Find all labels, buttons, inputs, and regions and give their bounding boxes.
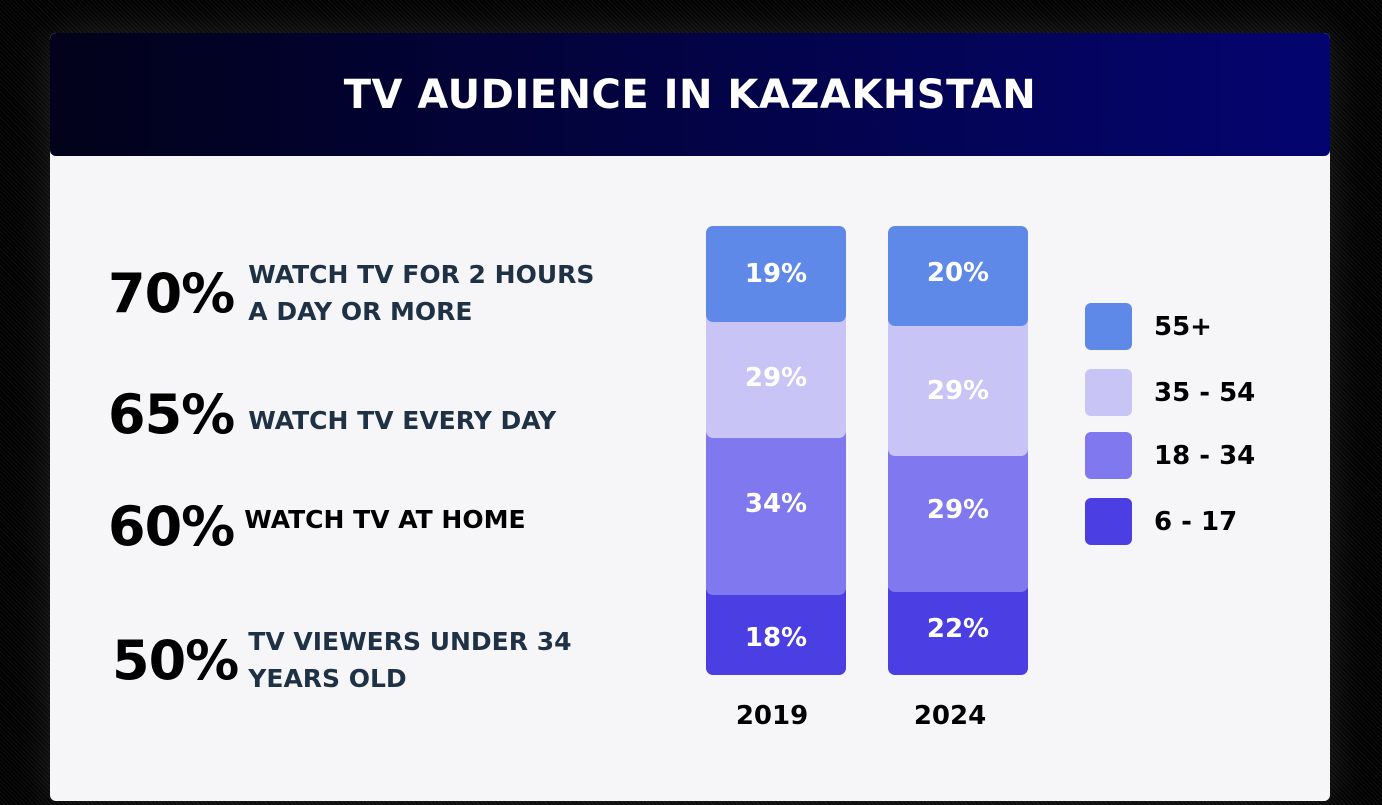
- bar-2019: 18% 34% 29% 19%: [706, 226, 846, 675]
- legend-item-6-17: 6 - 17: [1085, 498, 1237, 545]
- stat-label: WATCH TV AT HOME: [244, 505, 526, 534]
- stat-label: TV VIEWERS UNDER 34 YEARS OLD: [248, 627, 572, 693]
- legend-swatch: [1085, 432, 1132, 479]
- stat-50: 50% TV VIEWERS UNDER 34 YEARS OLD: [112, 623, 572, 697]
- year-label-2024: 2024: [913, 701, 987, 731]
- segment-18-34: 29%: [888, 442, 1028, 592]
- segment-35-54: 29%: [888, 313, 1028, 456]
- segment-6-17: 22%: [888, 582, 1028, 675]
- stat-60: 60% WATCH TV AT HOME: [108, 495, 526, 558]
- segment-18-34: 34%: [706, 422, 846, 595]
- stat-label: WATCH TV EVERY DAY: [248, 406, 557, 435]
- legend-item-35-54: 35 - 54: [1085, 369, 1255, 416]
- header-banner: TV AUDIENCE IN KAZAKHSTAN: [50, 33, 1330, 156]
- stat-70: 70% WATCH TV FOR 2 HOURS A DAY OR MORE: [108, 256, 594, 330]
- stat-value: 60%: [108, 495, 235, 558]
- stat-value: 65%: [108, 383, 235, 446]
- segment-35-54: 29%: [706, 312, 846, 438]
- legend-item-18-34: 18 - 34: [1085, 432, 1255, 479]
- legend-item-55-plus: 55+: [1085, 303, 1212, 350]
- bar-2024: 22% 29% 29% 20%: [888, 226, 1028, 675]
- page-title: TV AUDIENCE IN KAZAKHSTAN: [343, 71, 1037, 118]
- stat-label: WATCH TV FOR 2 HOURS A DAY OR MORE: [248, 260, 595, 326]
- stat-65: 65% WATCH TV EVERY DAY: [108, 383, 556, 446]
- year-label-2019: 2019: [735, 701, 809, 731]
- stat-value: 50%: [112, 628, 239, 692]
- segment-55-plus: 19%: [706, 226, 846, 322]
- stat-value: 70%: [108, 261, 235, 325]
- infographic-card: TV AUDIENCE IN KAZAKHSTAN 70% WATCH TV F…: [50, 33, 1330, 801]
- segment-55-plus: 20%: [888, 226, 1028, 326]
- legend-swatch: [1085, 369, 1132, 416]
- legend-swatch: [1085, 498, 1132, 545]
- legend-swatch: [1085, 303, 1132, 350]
